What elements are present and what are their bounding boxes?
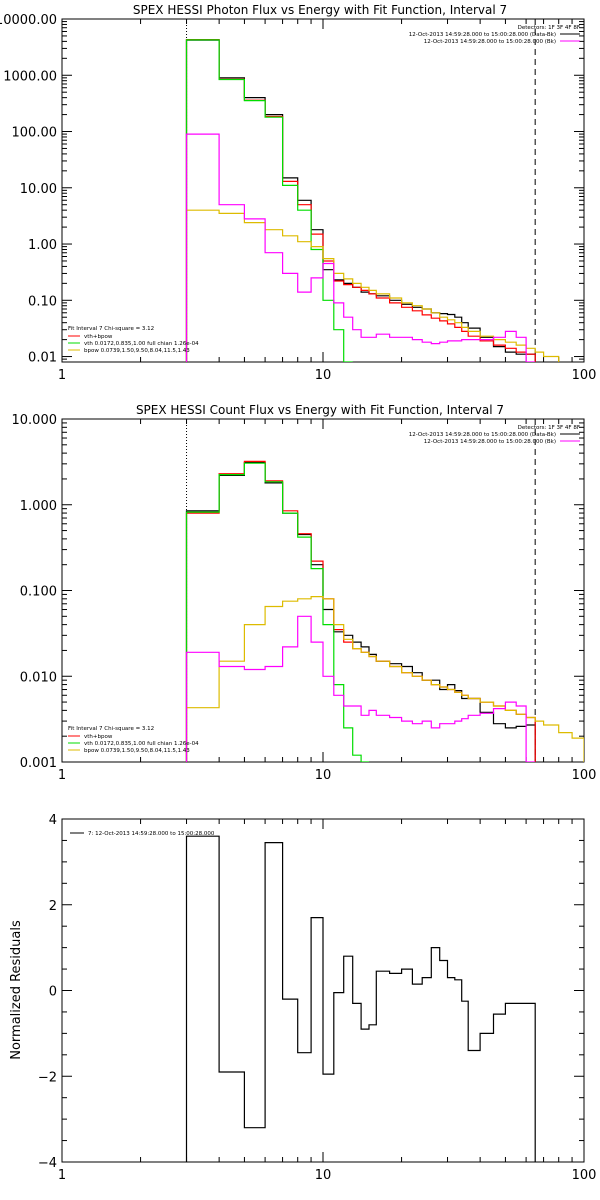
count-series-bk (185, 615, 536, 762)
photon-flux-panel: SPEX HESSI Photon Flux vs Energy with Fi… (0, 3, 596, 383)
count-y-tick-label: 10.000 (12, 413, 58, 428)
residuals-legend-text: 7: 12-Oct-2013 14:59:28.000 to 15:00:28.… (88, 831, 215, 837)
count-info-line-1: Detectors: 1F 3F 4F 8F (518, 425, 580, 431)
residuals-x-tick-label: 1 (58, 1168, 66, 1183)
residuals-y-tick-label: 2 (49, 899, 57, 914)
residuals-y-tick-label: −4 (38, 1156, 57, 1171)
photon-x-tick-label: 100 (572, 368, 597, 383)
residuals-x-tick-label: 10 (315, 1168, 332, 1183)
residuals-y-axis-label: Normalized Residuals (9, 920, 24, 1060)
photon-series-vth (185, 39, 353, 362)
count-fit-line-2: vth+bpow (84, 734, 113, 740)
count-y-tick-label: 0.001 (20, 756, 57, 771)
photon-y-tick-label: 100.00 (12, 126, 58, 141)
photon-y-tick-label: 10000.00 (0, 13, 57, 28)
count-info-line-2: 12-Oct-2013 14:59:28.000 to 15:00:28.000… (409, 432, 556, 438)
photon-x-tick-label: 10 (315, 368, 332, 383)
photon-info-line-2: 12-Oct-2013 14:59:28.000 to 15:00:28.000… (409, 32, 556, 38)
photon-fit-line-1: Fit Interval 7 Chi-square = 3.12 (68, 326, 154, 332)
photon-y-tick-label: 1000.00 (3, 69, 57, 84)
photon-fit-line-4: bpow 0.0739,1.50,9.50,8.04,11.5,1.43 (84, 348, 190, 354)
count-info-line-3: 12-Oct-2013 14:59:28.000 to 15:00:28.000… (424, 439, 556, 445)
residuals-y-tick-label: 4 (49, 813, 57, 828)
photon-series-data-bk (185, 39, 536, 362)
count-fit-line-1: Fit Interval 7 Chi-square = 3.12 (68, 726, 154, 732)
count-y-tick-label: 0.100 (20, 585, 57, 600)
photon-panel-title: SPEX HESSI Photon Flux vs Energy with Fi… (133, 3, 507, 17)
residuals-y-tick-label: 0 (49, 985, 57, 1000)
count-series-vth (185, 462, 369, 762)
count-series-vth-bpow (185, 460, 536, 762)
photon-info-line-1: Detectors: 1F 3F 4F 8F (518, 25, 580, 31)
residuals-panel: 1 10 100 −4 −2 0 2 4 Normalized Residuals 7: 12… (9, 813, 596, 1183)
residuals-x-tick-label: 100 (572, 1168, 597, 1183)
photon-y-tick-label: 0.10 (28, 294, 57, 309)
photon-y-tick-label: 0.01 (28, 351, 57, 366)
count-fit-line-4: bpow 0.0739,1.50,9.50,8.04,11.5,1.43 (84, 748, 190, 754)
photon-y-tick-label: 1.00 (28, 238, 57, 253)
photon-series-bpow (185, 209, 560, 362)
count-y-tick-label: 0.010 (20, 670, 57, 685)
photon-info-line-3: 12-Oct-2013 14:59:28.000 to 15:00:28.000… (424, 39, 556, 45)
photon-fit-line-2: vth+bpow (84, 334, 113, 340)
photon-plot-frame (61, 18, 585, 363)
count-series-bpow (185, 596, 584, 762)
residuals-series-residuals (185, 835, 536, 1162)
photon-series-vth-bpow (185, 39, 536, 362)
count-series-data-bk (185, 462, 536, 762)
count-x-tick-label: 1 (58, 768, 66, 783)
photon-x-tick-label: 1 (58, 368, 66, 383)
count-fit-line-3: vth 0.0172,0.835,1.00 full chian 1.26e-0… (84, 741, 199, 747)
count-x-tick-label: 10 (315, 768, 332, 783)
count-flux-panel: SPEX HESSI Count Flux vs Energy with Fit… (12, 403, 597, 783)
photon-fit-line-3: vth 0.0172,0.835,1.00 full chian 1.26e-0… (84, 341, 199, 347)
residuals-y-tick-label: −2 (38, 1070, 57, 1085)
photon-y-tick-label: 10.00 (20, 182, 57, 197)
count-x-tick-label: 100 (572, 768, 597, 783)
photon-series-bk (185, 133, 536, 362)
count-y-tick-label: 1.000 (20, 499, 57, 514)
count-panel-title: SPEX HESSI Count Flux vs Energy with Fit… (136, 403, 504, 417)
